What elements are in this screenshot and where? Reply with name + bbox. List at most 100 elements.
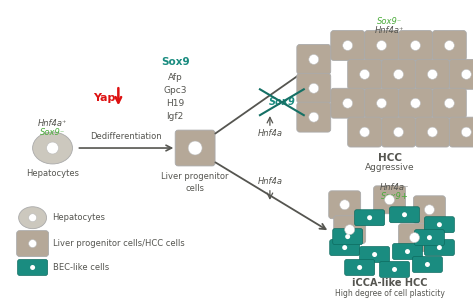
FancyBboxPatch shape [175,130,215,166]
Text: Liver progenitor cells/HCC cells: Liver progenitor cells/HCC cells [53,239,184,248]
FancyBboxPatch shape [329,191,361,219]
Text: Sox9: Sox9 [268,97,295,107]
Text: H19: H19 [166,99,184,108]
Circle shape [425,262,430,267]
Circle shape [367,215,372,220]
FancyBboxPatch shape [334,216,365,244]
FancyBboxPatch shape [382,59,416,89]
Text: Hnf4a⁺: Hnf4a⁺ [38,119,67,128]
Circle shape [402,212,407,217]
Circle shape [342,245,347,250]
Circle shape [461,127,471,137]
FancyBboxPatch shape [374,186,405,214]
Circle shape [343,98,353,108]
Circle shape [427,235,432,240]
FancyBboxPatch shape [330,240,360,256]
Text: Yap: Yap [93,93,115,103]
Circle shape [384,195,394,205]
Circle shape [343,40,353,50]
FancyBboxPatch shape [416,59,449,89]
FancyBboxPatch shape [360,247,390,262]
Circle shape [376,40,387,50]
FancyBboxPatch shape [347,59,382,89]
FancyBboxPatch shape [355,210,384,226]
FancyBboxPatch shape [331,31,365,60]
FancyBboxPatch shape [432,31,466,60]
Circle shape [424,205,434,215]
Circle shape [393,127,403,137]
FancyBboxPatch shape [297,102,331,132]
Text: Afp: Afp [168,73,182,82]
Circle shape [360,69,370,79]
Text: iCCA-like HCC: iCCA-like HCC [352,278,427,288]
Circle shape [445,40,455,50]
Text: HCC: HCC [378,153,401,163]
FancyBboxPatch shape [345,260,374,275]
Ellipse shape [18,207,46,229]
FancyBboxPatch shape [392,244,422,260]
Circle shape [309,83,319,93]
Text: Hepatocytes: Hepatocytes [26,169,79,178]
FancyBboxPatch shape [413,196,446,224]
Circle shape [28,214,36,222]
FancyBboxPatch shape [424,217,455,233]
Circle shape [309,54,319,64]
FancyBboxPatch shape [399,224,430,251]
Circle shape [393,69,403,79]
Text: Sox9+: Sox9+ [381,192,409,201]
Text: Hepatocytes: Hepatocytes [53,213,106,222]
Text: Sox9: Sox9 [161,57,190,67]
Text: Hnf4a⁻: Hnf4a⁻ [380,183,409,192]
Text: Hnf4a⁺: Hnf4a⁺ [375,26,404,35]
Text: Hnf4a: Hnf4a [258,177,283,186]
FancyBboxPatch shape [331,88,365,118]
FancyBboxPatch shape [365,31,399,60]
Text: Dedifferentiation: Dedifferentiation [91,132,162,141]
Circle shape [437,245,442,250]
Circle shape [372,252,377,257]
Circle shape [357,265,362,270]
FancyBboxPatch shape [399,88,432,118]
FancyBboxPatch shape [449,59,474,89]
Circle shape [428,127,438,137]
Circle shape [345,234,350,239]
Circle shape [405,249,410,254]
Text: Igf2: Igf2 [166,112,184,121]
FancyBboxPatch shape [297,73,331,103]
FancyBboxPatch shape [380,261,410,278]
Circle shape [30,265,35,270]
Circle shape [340,200,350,210]
FancyBboxPatch shape [297,44,331,74]
Text: Gpc3: Gpc3 [164,86,187,95]
FancyBboxPatch shape [18,260,47,275]
Circle shape [360,127,370,137]
FancyBboxPatch shape [365,88,399,118]
Text: High degree of cell plasticity: High degree of cell plasticity [335,289,445,298]
Circle shape [437,222,442,227]
Circle shape [410,233,419,243]
Circle shape [392,267,397,272]
Text: Sox9⁻: Sox9⁻ [377,17,402,26]
Circle shape [428,69,438,79]
Circle shape [345,225,355,235]
FancyBboxPatch shape [412,257,442,272]
FancyBboxPatch shape [382,117,416,147]
Circle shape [309,112,319,122]
Circle shape [188,141,202,155]
Circle shape [376,98,387,108]
FancyBboxPatch shape [414,230,445,246]
Circle shape [410,40,420,50]
Circle shape [46,142,58,154]
Text: Hnf4a: Hnf4a [258,129,283,138]
FancyBboxPatch shape [432,88,466,118]
FancyBboxPatch shape [399,31,432,60]
FancyBboxPatch shape [424,240,455,256]
Circle shape [461,69,471,79]
FancyBboxPatch shape [416,117,449,147]
FancyBboxPatch shape [17,231,48,257]
Circle shape [28,240,36,247]
FancyBboxPatch shape [449,117,474,147]
Ellipse shape [33,132,73,164]
Text: Liver progenitor
cells: Liver progenitor cells [161,172,229,193]
FancyBboxPatch shape [347,117,382,147]
